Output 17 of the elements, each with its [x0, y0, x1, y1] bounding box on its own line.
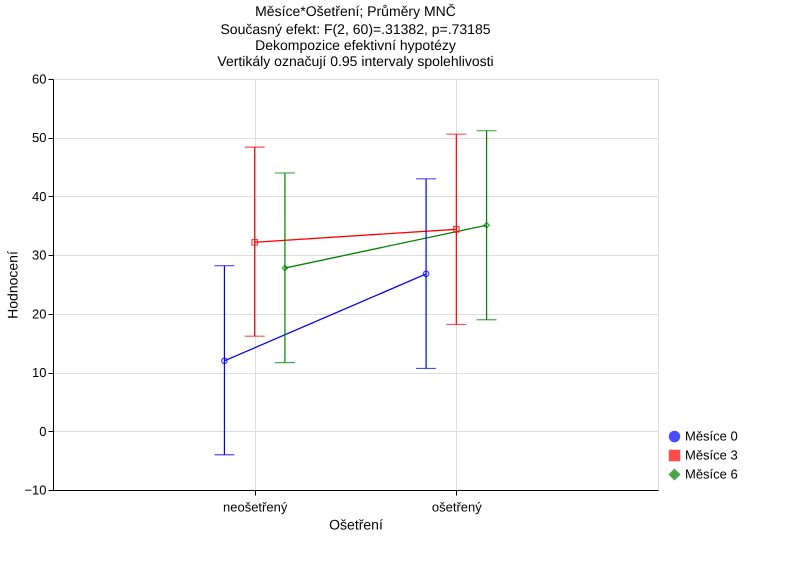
y-tick-label: 30 [32, 248, 46, 263]
y-tick-label: 40 [32, 188, 46, 204]
chart-subtitle: Současný efekt: F(2, 60)=.31382, p=.73185 Dekompozice efektivní hypotézy Vertikály označují 0.95 intervaly spolehlivosti [217, 21, 494, 69]
y-tick-label: 10 [32, 365, 46, 380]
y-tick-label: 50 [32, 130, 46, 146]
y-tick-label: 0 [39, 424, 46, 439]
y-axis-title: Hodnocení [4, 251, 20, 319]
y-tick-label: 60 [32, 72, 46, 86]
x-axis-title: Ošetření [329, 516, 383, 532]
x-tick-label: neošetřený [223, 500, 288, 514]
legend-label: Měsíce 3 [685, 448, 738, 462]
x-tick-label: ošetřený [432, 500, 482, 514]
y-tick-label: −10 [24, 482, 46, 498]
y-tick-label: 20 [32, 306, 46, 322]
chart-title: Měsíce*Ošetření; Průměry MNČ [255, 3, 456, 19]
legend-label: Měsíce 0 [685, 428, 738, 444]
legend-label: Měsíce 6 [685, 466, 738, 482]
